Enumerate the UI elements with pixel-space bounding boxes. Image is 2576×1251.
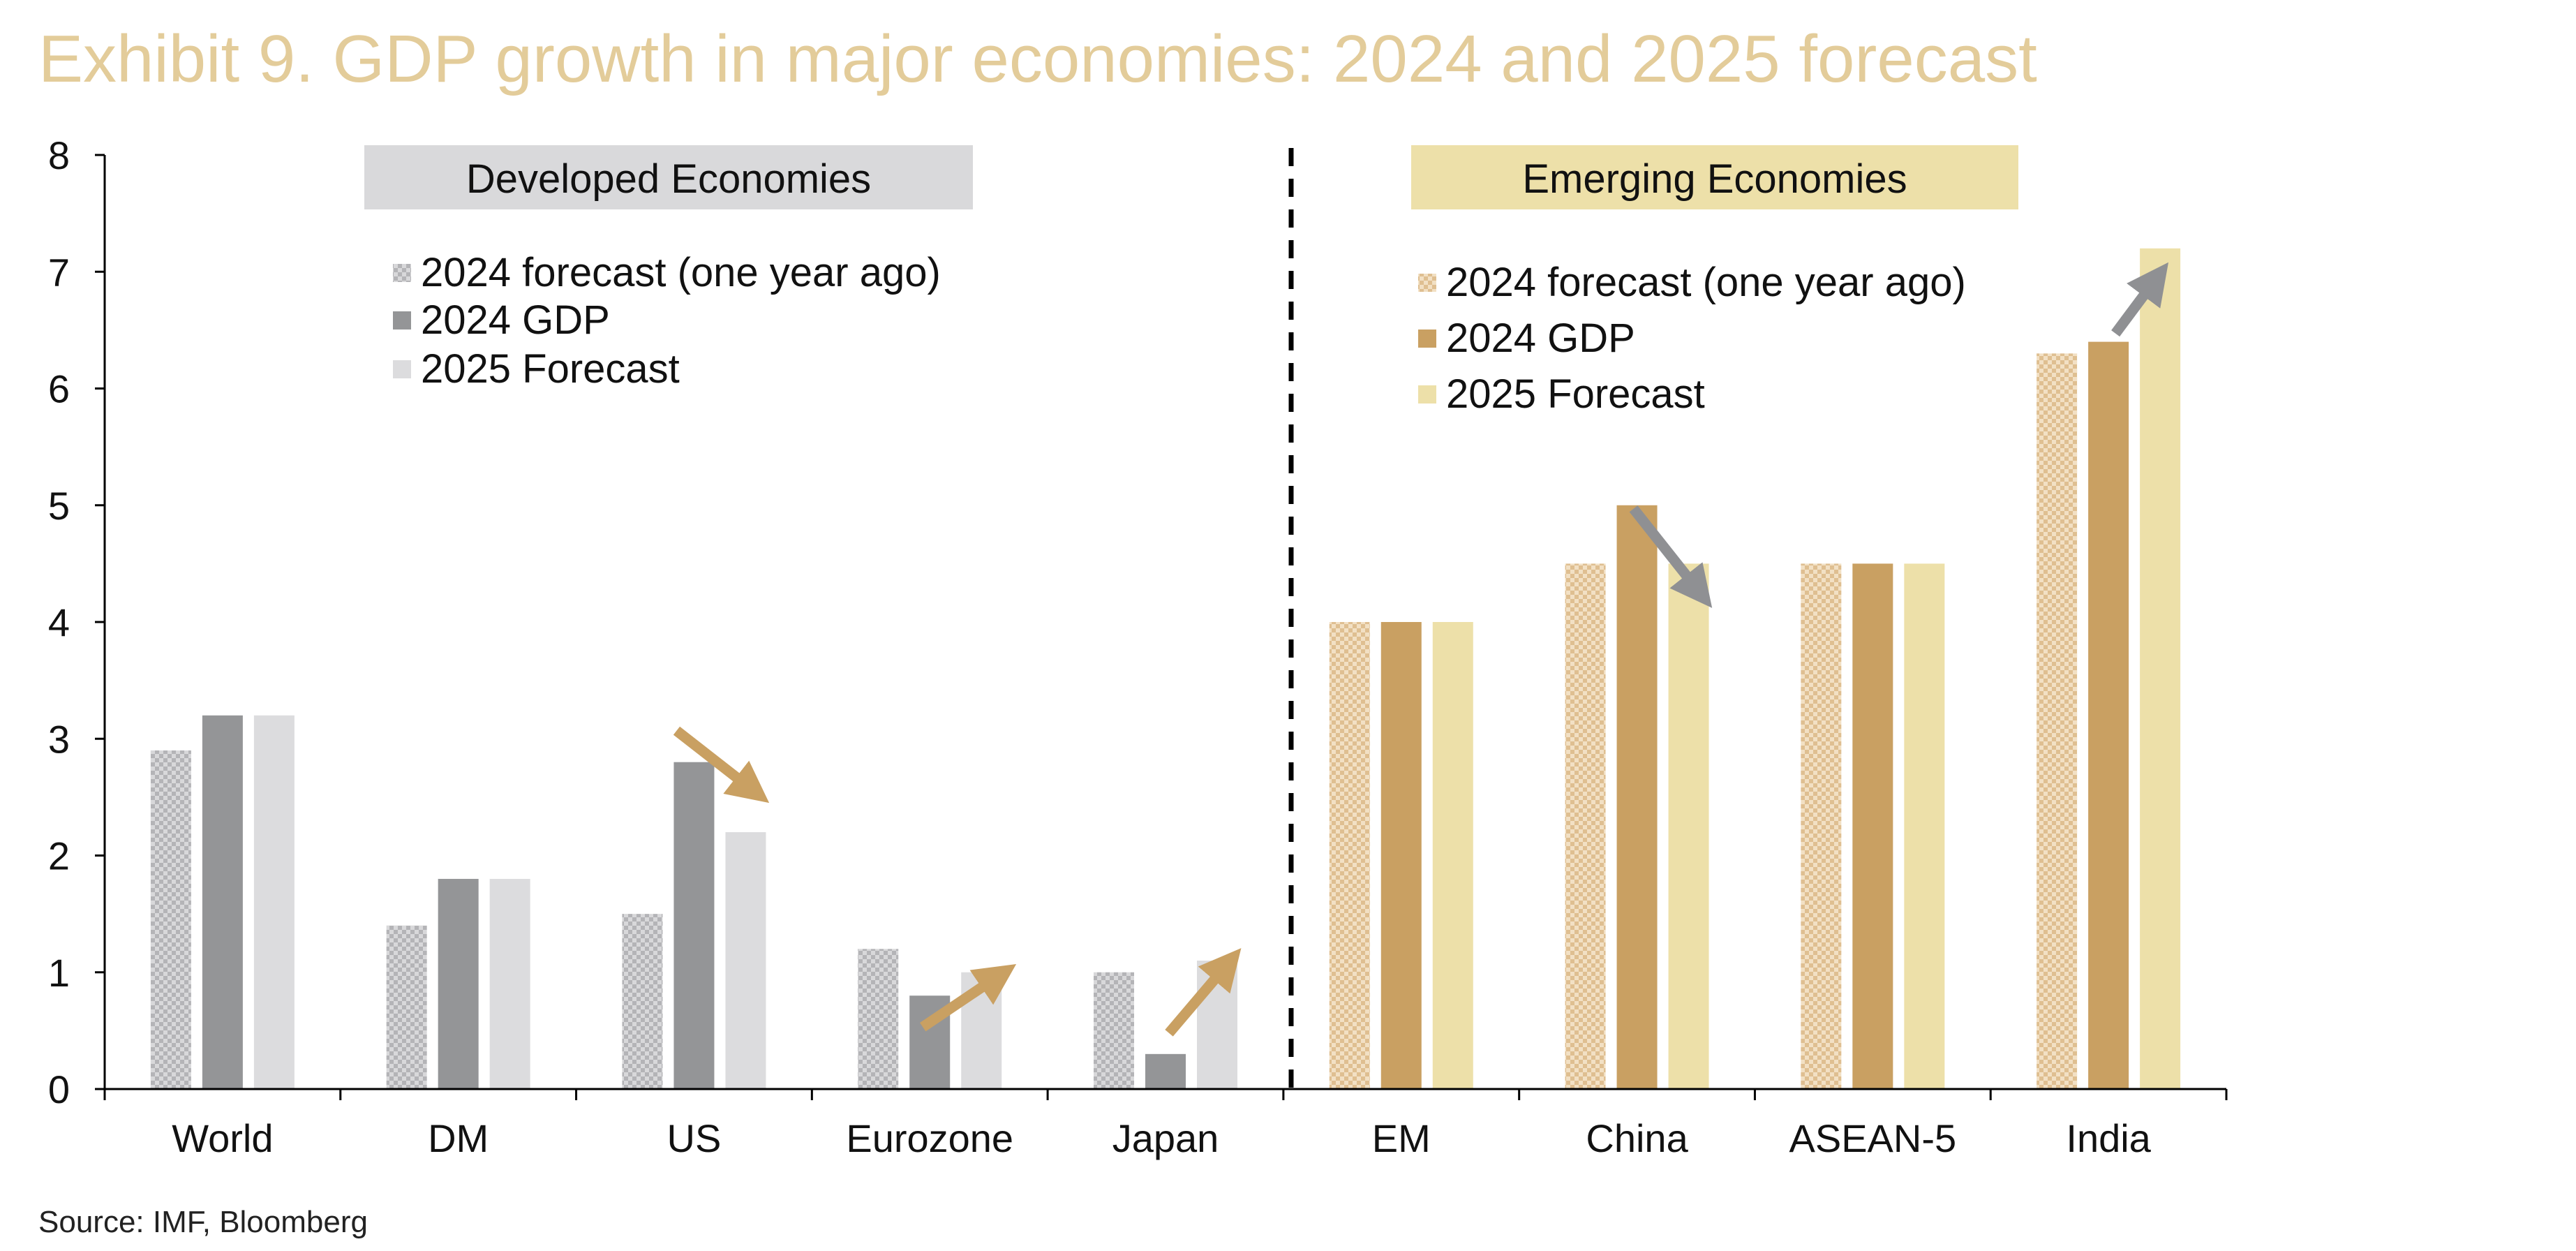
- y-tick-label: 5: [48, 484, 70, 528]
- bar-world-gdp-2024: [202, 715, 243, 1089]
- trend-arrow-japan: [1165, 948, 1242, 1037]
- x-category-label: China: [1586, 1116, 1688, 1160]
- em-legend-label-forecast-2024: 2024 forecast (one year ago): [1446, 260, 1966, 305]
- y-tick-label: 2: [48, 834, 70, 878]
- x-category-label: India: [2066, 1116, 2151, 1160]
- bar-china-gdp-2024: [1616, 505, 1658, 1089]
- x-category-label: Eurozone: [846, 1116, 1013, 1160]
- y-tick-label: 7: [48, 250, 70, 294]
- trend-arrow-china: [1629, 505, 1713, 608]
- source-note: Source: IMF, Bloomberg: [38, 1205, 368, 1239]
- dev-legend-swatch-forecast-2024: [393, 264, 411, 282]
- trend-arrow-eurozone: [920, 963, 1017, 1032]
- bar-em-forecast-2025: [1432, 622, 1473, 1089]
- bar-us-gdp-2024: [673, 762, 715, 1089]
- bar-em-forecast-2024: [1329, 622, 1370, 1089]
- em-legend-swatch-forecast-2024: [1418, 274, 1436, 292]
- bar-japan-gdp-2024: [1145, 1053, 1186, 1089]
- em-legend-swatch-forecast-2025: [1418, 385, 1436, 404]
- y-tick-label: 8: [48, 133, 70, 177]
- x-category-label: ASEAN-5: [1789, 1116, 1957, 1160]
- em-legend-label-forecast-2025: 2025 Forecast: [1446, 371, 1705, 417]
- x-category-label: EM: [1372, 1116, 1431, 1160]
- x-category-label: DM: [428, 1116, 489, 1160]
- bar-china-forecast-2025: [1668, 563, 1709, 1089]
- bar-japan-forecast-2024: [1094, 972, 1134, 1089]
- bar-china-forecast-2024: [1565, 563, 1606, 1089]
- dev-legend-swatch-gdp-2024: [393, 311, 411, 330]
- developed-header-box: [364, 145, 973, 209]
- bar-dm-forecast-2025: [489, 878, 530, 1089]
- bar-us-forecast-2025: [725, 832, 766, 1089]
- y-tick-label: 1: [48, 951, 70, 995]
- em-legend-label-gdp-2024: 2024 GDP: [1446, 316, 1635, 361]
- bar-us-forecast-2024: [622, 914, 663, 1089]
- bar-eurozone-forecast-2024: [858, 949, 899, 1089]
- exhibit-title: Exhibit 9. GDP growth in major economies…: [38, 22, 2037, 96]
- emerging-header-title: Emerging Economies: [1522, 156, 1907, 202]
- developed-header-title: Developed Economies: [466, 156, 871, 202]
- dev-legend-label-forecast-2024: 2024 forecast (one year ago): [421, 250, 941, 295]
- em-legend-swatch-gdp-2024: [1418, 330, 1436, 348]
- y-tick-label: 3: [48, 717, 70, 761]
- x-category-label: US: [667, 1116, 722, 1160]
- dev-legend-label-forecast-2025: 2025 Forecast: [421, 346, 680, 392]
- bar-dm-forecast-2024: [386, 925, 427, 1089]
- trend-arrow-us: [673, 726, 770, 804]
- bar-dm-gdp-2024: [438, 878, 479, 1089]
- y-tick-label: 0: [48, 1067, 70, 1111]
- bar-india-gdp-2024: [2088, 341, 2129, 1090]
- x-category-label: Japan: [1112, 1116, 1219, 1160]
- trend-arrow-india: [2111, 262, 2169, 337]
- bar-india-forecast-2024: [2037, 353, 2078, 1090]
- bar-em-gdp-2024: [1380, 622, 1422, 1089]
- bar-world-forecast-2024: [150, 750, 191, 1089]
- bar-asean-5-gdp-2024: [1852, 563, 1893, 1089]
- bar-world-forecast-2025: [253, 715, 295, 1089]
- x-category-label: World: [172, 1116, 273, 1160]
- dev-legend-swatch-forecast-2025: [393, 360, 411, 378]
- bar-asean-5-forecast-2025: [1904, 563, 1945, 1089]
- y-tick-label: 6: [48, 367, 70, 411]
- bar-asean-5-forecast-2024: [1801, 563, 1842, 1089]
- bar-india-forecast-2025: [2140, 248, 2181, 1089]
- y-tick-label: 4: [48, 600, 70, 644]
- emerging-header-box: [1411, 145, 2018, 209]
- dev-legend-label-gdp-2024: 2024 GDP: [421, 297, 610, 343]
